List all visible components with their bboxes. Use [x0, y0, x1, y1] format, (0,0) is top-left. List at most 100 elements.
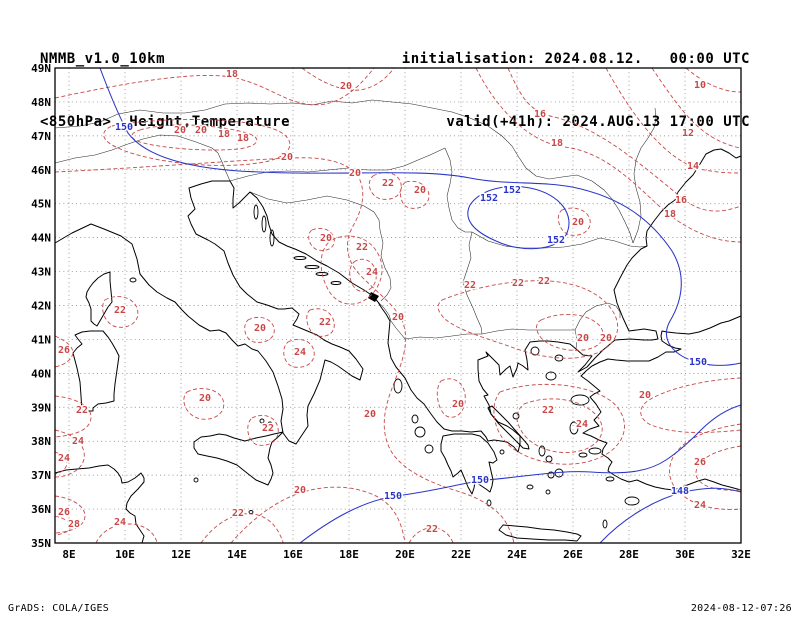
border-moldova: [632, 107, 657, 244]
contour-label: 20: [199, 393, 211, 404]
contour-label: 20: [349, 168, 361, 179]
y-tick-label: 38N: [31, 435, 51, 448]
contour-label: 20: [577, 333, 589, 344]
contour-label: 26: [58, 345, 70, 356]
x-tick-label: 28E: [619, 548, 639, 561]
island-santorini: [545, 489, 551, 495]
temperature-contours: [54, 67, 742, 544]
contour-label: 12: [682, 128, 694, 139]
x-tick-label: 20E: [395, 548, 415, 561]
contour-label: 22: [356, 242, 368, 253]
map-footer: GrADS: COLA/IGES 2024-08-12-07:26: [8, 603, 792, 614]
island-brac: [293, 256, 307, 260]
island-elba: [129, 277, 137, 283]
island-kefalonia: [414, 426, 426, 438]
contour-label: 148: [671, 486, 689, 497]
contour-label: 20: [174, 125, 186, 136]
y-tick-label: 44N: [31, 232, 51, 245]
island-chios: [569, 421, 579, 435]
model-name: NMMB_v1.0_10km: [40, 51, 166, 67]
contour-label: 18: [664, 209, 676, 220]
contour-label: 26: [58, 507, 70, 518]
border-serbia-bulgaria: [462, 231, 483, 335]
border-danube: [471, 231, 648, 249]
contour-label: 150: [115, 122, 133, 133]
contour-label: 24: [114, 517, 126, 528]
contour-label: 10: [694, 80, 706, 91]
contour-label: 20: [294, 485, 306, 496]
island-kos: [605, 476, 615, 482]
coastline-anatolia: [580, 315, 742, 491]
contour-label: 20: [639, 390, 651, 401]
coastlines: [54, 148, 742, 544]
coastline-crete: [498, 524, 582, 542]
contour-label: 150: [689, 357, 707, 368]
x-tick-label: 18E: [339, 548, 359, 561]
contour-label: 22: [76, 405, 88, 416]
y-tick-label: 40N: [31, 367, 51, 380]
contour-label: 22: [512, 278, 524, 289]
contour-label: 152: [480, 193, 498, 204]
header-right: initialisation: 2024.08.12. 00:00 UTC va…: [402, 7, 750, 175]
y-tick-label: 42N: [31, 300, 51, 313]
country-borders: [54, 99, 657, 350]
contour-label: 20: [572, 217, 584, 228]
island-aeolian-1: [267, 421, 273, 427]
coastline-peloponnese: [440, 433, 498, 495]
contour-label: 16: [534, 109, 546, 120]
contour-label: 152: [503, 185, 521, 196]
contour-label: 24: [694, 500, 706, 511]
kotor-bay-mark: [368, 292, 379, 302]
contour-label: 14: [687, 161, 699, 172]
y-tick-label: 46N: [31, 164, 51, 177]
y-tick-label: 49N: [31, 62, 51, 75]
island-skyros: [512, 412, 520, 420]
border-greece-north: [404, 328, 575, 340]
island-karpathos: [602, 519, 608, 529]
x-tick-label: 12E: [171, 548, 191, 561]
contour-label: 20: [600, 333, 612, 344]
y-tick-label: 39N: [31, 401, 51, 414]
island-pag: [261, 215, 267, 233]
island-lefkada: [411, 414, 419, 424]
island-tinos: [545, 455, 553, 463]
valid-time: valid(+41h): 2024.AUG.13 17:00 UTC: [446, 114, 750, 130]
island-samos: [588, 447, 602, 455]
contour-label: 20: [320, 233, 332, 244]
islands: [129, 204, 640, 529]
contour-label: 28: [68, 519, 80, 530]
border-albania: [376, 300, 406, 340]
coastline-euboea: [487, 405, 530, 450]
contour-label: 20: [392, 312, 404, 323]
x-tick-label: 24E: [507, 548, 527, 561]
x-tick-label: 16E: [283, 548, 303, 561]
header-left: NMMB_v1.0_10km <850hPa> Height,Temperatu…: [40, 7, 290, 175]
island-ikaria: [578, 452, 588, 458]
contour-label: 20: [340, 81, 352, 92]
island-pantelleria: [193, 477, 199, 483]
island-malta: [248, 510, 254, 514]
contour-label: 24: [72, 436, 84, 447]
island-aegina: [499, 449, 505, 455]
contour-label: 18: [218, 129, 230, 140]
border-turkey-bulgaria: [574, 302, 621, 350]
coastline-tunisia: [54, 464, 145, 544]
contour-label: 20: [254, 323, 266, 334]
field-title: <850hPa> Height,Temperature: [40, 114, 291, 130]
axis-labels: 8E 10E 12E 14E 16E 18E 20E 22E 24E 26E 28E 30E 32E 49…: [31, 62, 751, 561]
contour-label: 22: [426, 524, 438, 535]
border-alps: [54, 134, 231, 182]
island-korcula: [315, 272, 329, 276]
contour-label: 20: [414, 185, 426, 196]
contour-label: 22: [538, 276, 550, 287]
contour-label: 22: [542, 405, 554, 416]
contour-labels: 18 20 10 16 150 20 20 18 18 12 18 20 14 20 22 20 152 152 1…: [56, 68, 708, 537]
island-mljet: [330, 281, 342, 285]
contour-label: 20: [452, 399, 464, 410]
contour-label: 22: [319, 317, 331, 328]
y-tick-label: 48N: [31, 96, 51, 109]
contour-label: 150: [471, 475, 489, 486]
coastline-sardinia: [72, 330, 120, 412]
grads-credit: GrADS: COLA/IGES: [8, 603, 110, 614]
